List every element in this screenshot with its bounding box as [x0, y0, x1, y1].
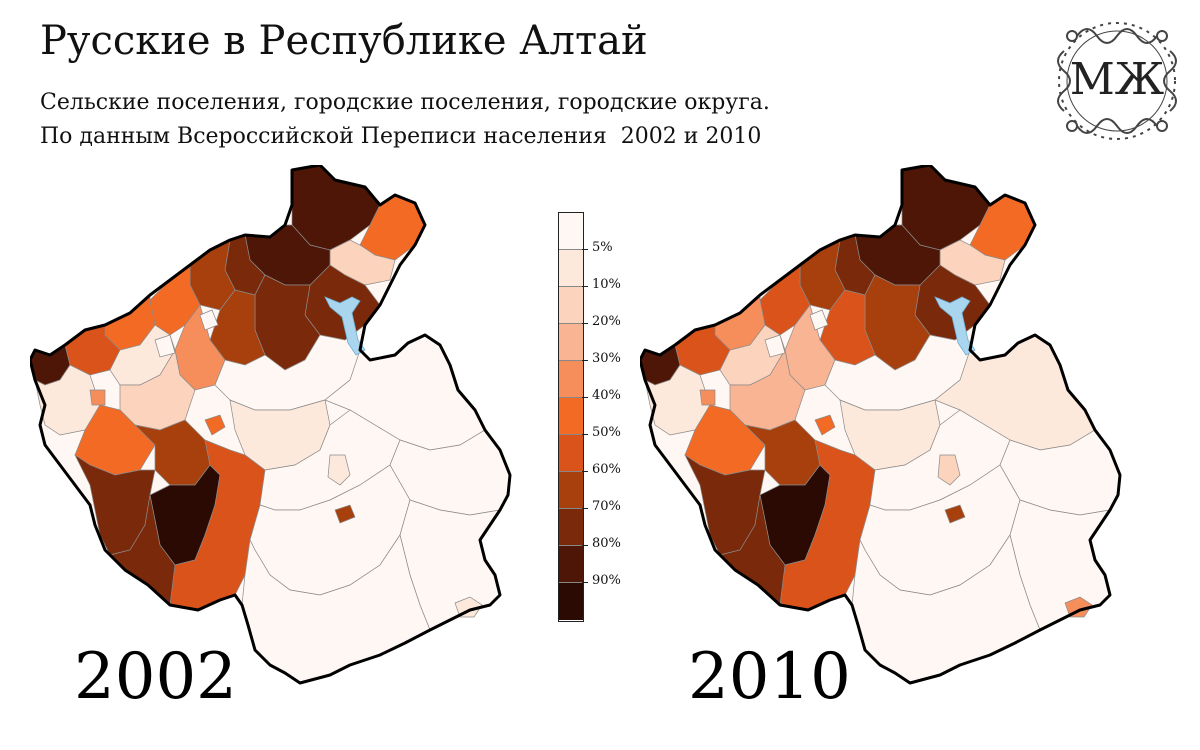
legend: 5% 10% 20% 30% 40% 50% 60% 70% 80% 90%	[558, 208, 648, 623]
legend-tick	[582, 545, 588, 546]
map-2010	[638, 163, 1135, 700]
republic-border	[28, 163, 512, 685]
legend-swatch	[559, 250, 583, 287]
legend-tick	[582, 249, 588, 250]
legend-tick	[582, 323, 588, 324]
legend-tick	[582, 360, 588, 361]
legend-swatch	[559, 361, 583, 398]
legend-tick	[582, 434, 588, 435]
legend-tick	[582, 471, 588, 472]
settlement-region	[89, 389, 106, 406]
legend-label: 60%	[592, 462, 621, 477]
legend-swatch	[559, 213, 583, 250]
subtitle: Сельские поселения, городские поселения,…	[40, 86, 770, 154]
legend-label: 20%	[592, 314, 621, 329]
settlement-region	[809, 309, 829, 331]
subtitle-line-2: По данным Всероссийской Переписи населен…	[40, 120, 770, 154]
legend-swatch	[559, 472, 583, 509]
settlement-region	[814, 414, 836, 436]
legend-swatch	[559, 509, 583, 546]
logo-text: МЖ	[1069, 54, 1165, 105]
subtitle-years: 2002 и 2010	[620, 124, 762, 149]
legend-swatch	[559, 435, 583, 472]
year-label-2010: 2010	[688, 640, 851, 714]
legend-label: 10%	[592, 277, 621, 292]
settlement-region	[327, 454, 351, 486]
legend-label: 5%	[592, 240, 613, 255]
settlement-region	[199, 309, 219, 331]
legend-label: 80%	[592, 536, 621, 551]
settlement-region	[764, 334, 786, 358]
logo: МЖ	[1042, 6, 1192, 156]
legend-tick	[582, 286, 588, 287]
republic-border	[638, 163, 1122, 685]
legend-swatch	[559, 398, 583, 435]
settlement-region	[334, 504, 356, 524]
page-title: Русские в Республике Алтай	[40, 18, 648, 64]
subtitle-census: По данным Всероссийской Переписи населен…	[40, 124, 607, 149]
region-map-2002	[28, 163, 512, 685]
settlement-region	[944, 504, 966, 524]
legend-label: 30%	[592, 351, 621, 366]
year-label-2002: 2002	[74, 640, 237, 714]
subtitle-line-1: Сельские поселения, городские поселения,…	[40, 90, 770, 115]
legend-label: 40%	[592, 388, 621, 403]
settlement-region	[154, 334, 176, 358]
legend-label: 90%	[592, 573, 621, 588]
legend-swatch	[559, 287, 583, 324]
legend-tick	[582, 508, 588, 509]
region-map-2010	[638, 163, 1122, 685]
legend-label: 50%	[592, 425, 621, 440]
legend-tick	[582, 397, 588, 398]
legend-swatch	[559, 324, 583, 361]
legend-swatch	[559, 546, 583, 583]
map-2002	[28, 163, 525, 700]
legend-label: 70%	[592, 499, 621, 514]
settlement-region	[699, 389, 716, 406]
legend-tick	[582, 582, 588, 583]
settlement-region	[937, 454, 961, 486]
legend-color-bar	[558, 212, 584, 622]
logo-ornament-icon	[1057, 22, 1177, 140]
settlement-region	[204, 414, 226, 436]
legend-swatch	[559, 583, 583, 620]
